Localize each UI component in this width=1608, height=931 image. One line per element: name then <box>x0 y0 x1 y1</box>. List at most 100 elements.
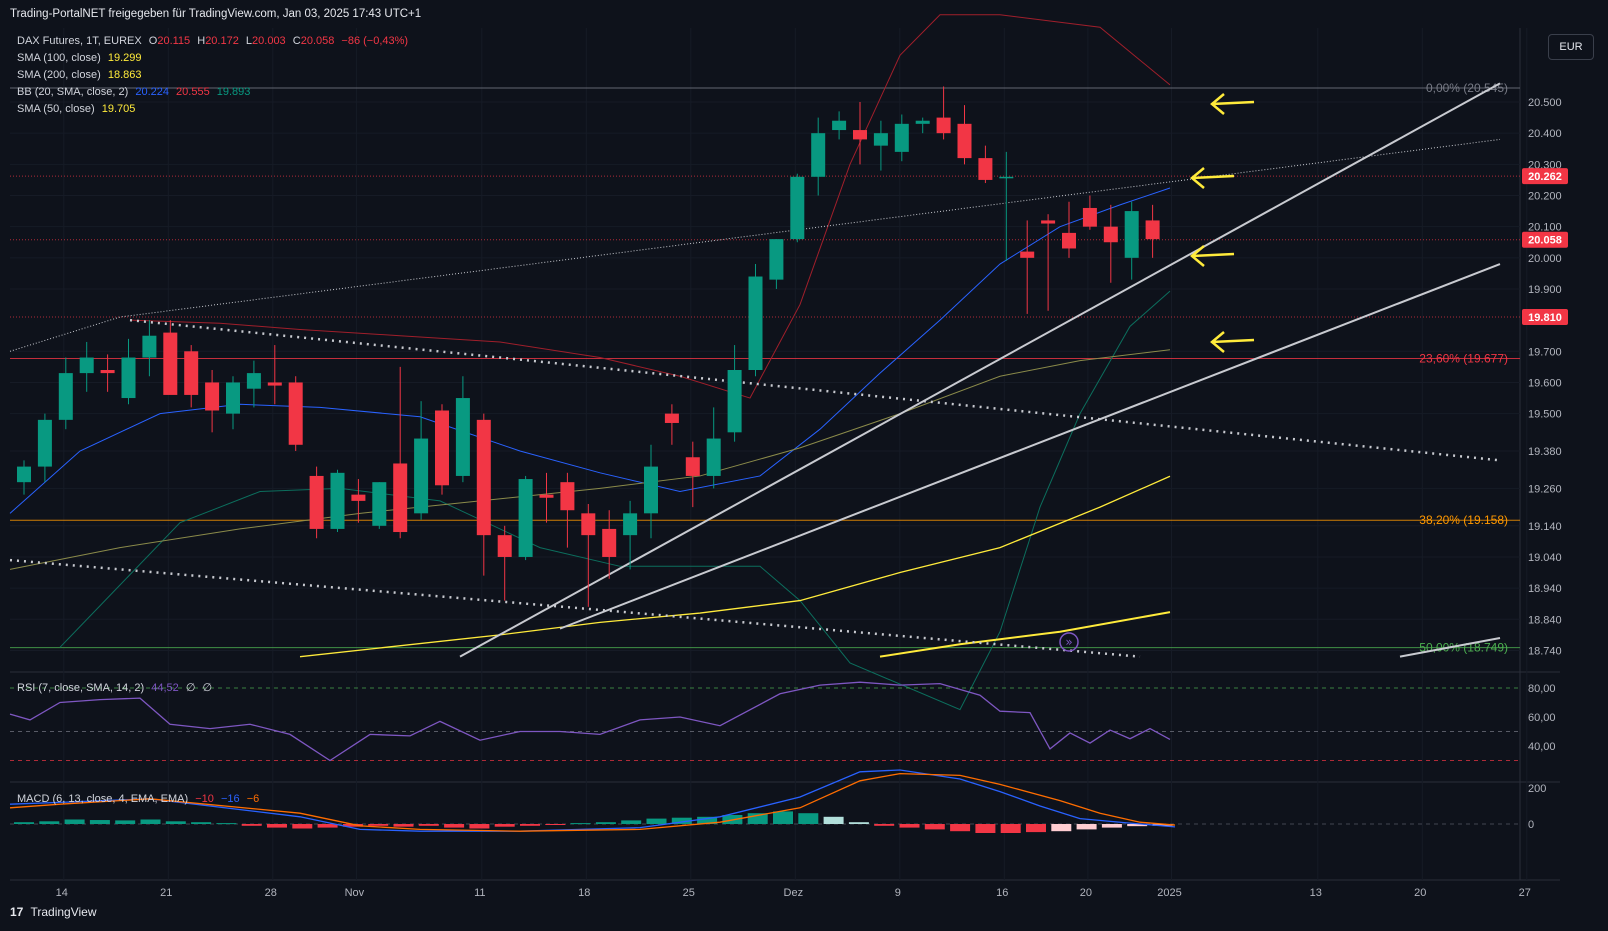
candle-body <box>518 479 533 557</box>
rsi-line <box>9 681 1171 762</box>
legend-bb-lo: 19.893 <box>216 86 251 98</box>
legend-rsi-na1: ∅ <box>185 682 196 694</box>
candle-body <box>1145 220 1160 240</box>
sma200-line <box>879 611 1171 658</box>
brand-label: TradingView <box>30 905 97 919</box>
candle-body <box>915 120 930 124</box>
legend-sma50: SMA (50, close) <box>17 103 95 115</box>
legend-sma100: SMA (100, close) <box>17 52 101 64</box>
legend-macd-signal: −6 <box>246 793 260 805</box>
candle-body <box>476 419 491 536</box>
macd-histogram-bar <box>115 820 136 824</box>
candle-body <box>873 133 888 146</box>
macd-histogram-bar <box>89 820 110 824</box>
bb-upper-line <box>129 14 1171 399</box>
macd-histogram-bar <box>798 813 819 824</box>
y-tick-label: 19.600 <box>1528 377 1562 389</box>
forward-icon <box>1059 632 1079 652</box>
x-tick-label: 20 <box>1414 887 1426 899</box>
candle-body <box>581 513 596 536</box>
fib-level-label: 50,00% (18.749) <box>1419 641 1508 655</box>
legend-sma200: SMA (200, close) <box>17 69 101 81</box>
candle-body <box>1041 220 1056 224</box>
currency-button[interactable]: EUR <box>1548 34 1594 60</box>
y-tick-label: 19.380 <box>1528 446 1562 458</box>
macd-histogram-bar <box>1152 824 1173 826</box>
x-tick-label: 13 <box>1310 887 1322 899</box>
candle-body <box>685 457 700 476</box>
legend-sma50-row: SMA (50, close) 19.705 <box>17 103 139 115</box>
candle-body <box>1082 207 1097 227</box>
macd-histogram-bar <box>646 818 667 824</box>
x-tick-label: 14 <box>56 887 68 899</box>
candle-body <box>184 351 199 395</box>
candle-body <box>832 120 847 131</box>
x-tick-label: 25 <box>683 887 695 899</box>
x-tick-label: 9 <box>895 887 901 899</box>
legend-rsi-na2: ∅ <box>202 682 213 694</box>
legend-macd-row: MACD (6, 13, close, 4, EMA, EMA) −10 −16… <box>17 793 263 805</box>
legend-open: 20.115 <box>157 35 191 47</box>
forward-icon: » <box>1065 635 1072 649</box>
macd-histogram-bar <box>418 824 439 826</box>
x-tick-label: Dez <box>784 887 804 899</box>
trendline-support-3 <box>1399 636 1501 658</box>
legend-rsi-value: 44,52 <box>151 682 179 694</box>
macd-histogram-bar <box>1026 824 1046 833</box>
legend-sma50-value: 19.705 <box>101 103 136 115</box>
candle-body <box>727 369 742 433</box>
trendline-support-1 <box>459 82 1501 658</box>
trendline-support-2 <box>559 263 1501 630</box>
x-tick-label: 28 <box>265 887 277 899</box>
x-tick-label: 27 <box>1519 887 1531 899</box>
top-bar: Trading-PortalNET freigegeben für Tradin… <box>0 0 1608 28</box>
candle-body <box>936 117 951 134</box>
legend-change: −86 (−0,43%) <box>341 35 409 47</box>
bb-lower-line <box>59 290 1171 711</box>
candle-body <box>1020 251 1035 258</box>
y-tick-label: 18.740 <box>1528 645 1562 657</box>
candle-body <box>100 369 115 374</box>
macd-histogram-bar <box>191 822 212 824</box>
legend-sma200-value: 18.863 <box>107 69 142 81</box>
candle-body <box>811 133 826 177</box>
macd-histogram-bar <box>241 824 262 826</box>
legend-macd-hist: −10 <box>195 793 214 805</box>
macd-histogram-bar <box>697 816 718 824</box>
price-badge-label: 20.262 <box>1528 171 1562 183</box>
legend-high: 20.172 <box>205 35 239 47</box>
candle-body <box>706 438 721 476</box>
x-tick-label: 11 <box>474 887 485 899</box>
macd-histogram-bar <box>545 824 566 825</box>
candle-body <box>455 398 470 476</box>
legend-rsi: RSI (7, close, SMA, 14, 2) <box>17 682 145 694</box>
candle-body <box>853 130 867 140</box>
bottom-bar: 17 TradingView <box>10 905 97 925</box>
y-tick-label: 20.000 <box>1528 253 1562 265</box>
macd-histogram-bar <box>924 824 945 830</box>
legend-sma100-value: 19.299 <box>107 52 142 64</box>
x-tick-label: 20 <box>1080 887 1092 899</box>
price-badge <box>1522 309 1568 326</box>
candle-body <box>393 463 408 533</box>
macd-histogram-bar <box>140 819 161 824</box>
y-tick-label: 19.700 <box>1528 346 1562 358</box>
y-tick-label: 19.140 <box>1528 521 1562 533</box>
x-tick-label: 2025 <box>1157 887 1181 899</box>
y-tick-label: 20.500 <box>1528 97 1562 109</box>
macd-histogram-bar <box>469 824 490 829</box>
macd-histogram-bar <box>747 813 768 824</box>
macd-histogram-bar <box>899 824 920 828</box>
legend-symbol-row: DAX Futures, 1T, EUREX O20.115 H20.172 L… <box>17 35 416 47</box>
macd-histogram-bar <box>64 819 85 824</box>
macd-histogram-bar <box>444 824 465 828</box>
candle-body <box>351 494 366 501</box>
candle-body <box>748 276 763 370</box>
macd-histogram-bar <box>1000 824 1021 833</box>
candle-body <box>1124 211 1139 258</box>
macd-histogram-bar <box>342 824 363 827</box>
rsi-tick-label: 40,00 <box>1528 741 1556 753</box>
macd-histogram-bar <box>874 824 895 826</box>
macd-histogram-bar <box>520 824 540 826</box>
y-tick-label: 18.840 <box>1528 614 1562 626</box>
